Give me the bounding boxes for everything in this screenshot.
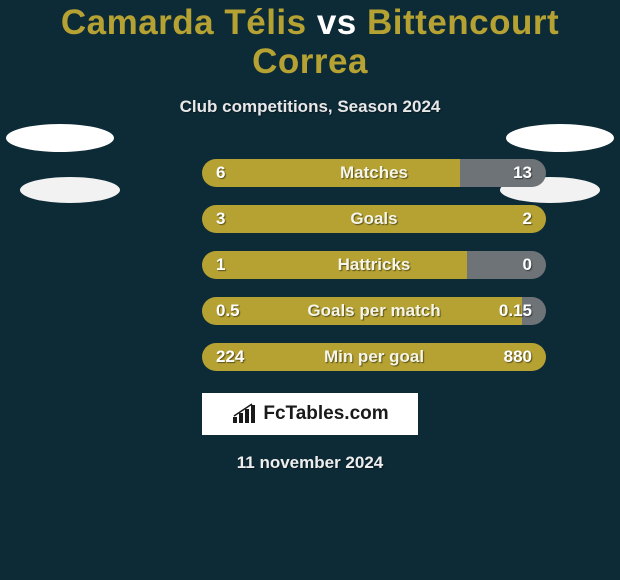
- bar-left: [202, 251, 467, 279]
- bar-track: [202, 297, 546, 325]
- value-right: 2: [523, 205, 532, 233]
- bar-track: [202, 159, 546, 187]
- bar-left: [202, 343, 546, 371]
- value-left: 0.5: [216, 297, 240, 325]
- metric-row: 224880Min per goal: [70, 343, 550, 371]
- bar-left: [202, 297, 522, 325]
- brand-text: FcTables.com: [263, 403, 388, 425]
- player1-name: Camarda Télis: [61, 3, 307, 42]
- value-right: 0.15: [499, 297, 532, 325]
- bar-left: [202, 205, 546, 233]
- date-label: 11 november 2024: [0, 453, 620, 473]
- metric-row: 32Goals: [70, 205, 550, 233]
- value-left: 1: [216, 251, 225, 279]
- metric-row: 0.50.15Goals per match: [70, 297, 550, 325]
- brand-bars-icon: [231, 403, 257, 425]
- value-right: 0: [523, 251, 532, 279]
- bar-track: [202, 343, 546, 371]
- comparison-infographic: Camarda Télis vs Bittencourt Correa Club…: [0, 0, 620, 580]
- metric-row: 613Matches: [70, 159, 550, 187]
- player2-photo-placeholder: [506, 124, 614, 152]
- bar-right: [467, 251, 546, 279]
- value-left: 3: [216, 205, 225, 233]
- player1-photo-placeholder: [6, 124, 114, 152]
- comparison-bars: 613Matches32Goals10Hattricks0.50.15Goals…: [0, 159, 620, 371]
- bar-left: [202, 159, 460, 187]
- page-title: Camarda Télis vs Bittencourt Correa: [0, 4, 620, 81]
- metric-row: 10Hattricks: [70, 251, 550, 279]
- value-left: 224: [216, 343, 244, 371]
- vs-label: vs: [317, 3, 357, 42]
- brand-badge: FcTables.com: [202, 393, 418, 435]
- bar-track: [202, 205, 546, 233]
- subtitle: Club competitions, Season 2024: [0, 97, 620, 117]
- value-right: 13: [513, 159, 532, 187]
- bar-track: [202, 251, 546, 279]
- bar-right: [460, 159, 546, 187]
- value-left: 6: [216, 159, 225, 187]
- value-right: 880: [504, 343, 532, 371]
